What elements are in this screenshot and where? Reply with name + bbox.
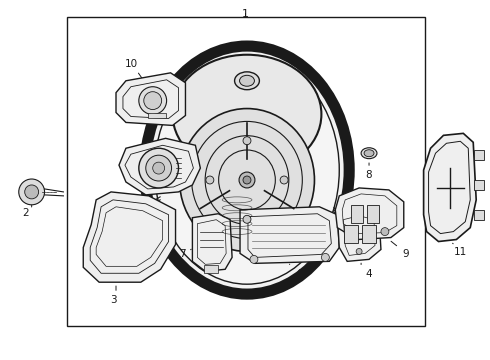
Bar [367, 205, 379, 223]
Circle shape [243, 137, 251, 145]
Polygon shape [119, 138, 200, 195]
Circle shape [24, 185, 39, 199]
Text: 2: 2 [23, 208, 29, 218]
Circle shape [139, 148, 178, 188]
Circle shape [146, 155, 172, 181]
Bar [351, 205, 363, 223]
Circle shape [381, 228, 389, 235]
Circle shape [19, 179, 45, 205]
Text: 1: 1 [242, 9, 248, 19]
Bar [474, 180, 484, 190]
Text: 9: 9 [403, 249, 410, 260]
Ellipse shape [240, 75, 254, 86]
Polygon shape [240, 207, 339, 264]
Text: 11: 11 [454, 247, 467, 257]
Text: 5: 5 [196, 182, 202, 192]
Bar [474, 210, 484, 220]
Circle shape [243, 215, 251, 223]
Polygon shape [116, 73, 185, 125]
Bar [204, 265, 218, 273]
Ellipse shape [235, 72, 259, 90]
Bar [344, 225, 358, 243]
Ellipse shape [155, 56, 339, 284]
Text: 10: 10 [124, 59, 138, 69]
Ellipse shape [179, 109, 315, 251]
Ellipse shape [364, 150, 374, 157]
Bar [148, 113, 166, 118]
Text: 6: 6 [296, 269, 303, 279]
Circle shape [356, 248, 362, 255]
Polygon shape [193, 214, 232, 271]
Circle shape [206, 176, 214, 184]
Text: 8: 8 [366, 170, 372, 180]
Text: 7: 7 [179, 249, 185, 260]
Circle shape [321, 253, 329, 261]
Polygon shape [337, 210, 381, 261]
Text: 4: 4 [366, 269, 372, 279]
Bar [362, 225, 376, 243]
Bar [474, 150, 484, 160]
Bar [68, 17, 425, 326]
Polygon shape [335, 188, 404, 239]
Circle shape [144, 92, 162, 109]
Ellipse shape [172, 55, 321, 174]
Circle shape [153, 162, 165, 174]
Ellipse shape [145, 46, 349, 294]
Circle shape [139, 87, 167, 114]
Circle shape [280, 176, 288, 184]
Circle shape [250, 255, 258, 264]
Polygon shape [424, 133, 476, 242]
Text: 3: 3 [110, 295, 116, 305]
Ellipse shape [361, 148, 377, 159]
Circle shape [243, 176, 251, 184]
Circle shape [239, 172, 255, 188]
Polygon shape [83, 192, 175, 282]
